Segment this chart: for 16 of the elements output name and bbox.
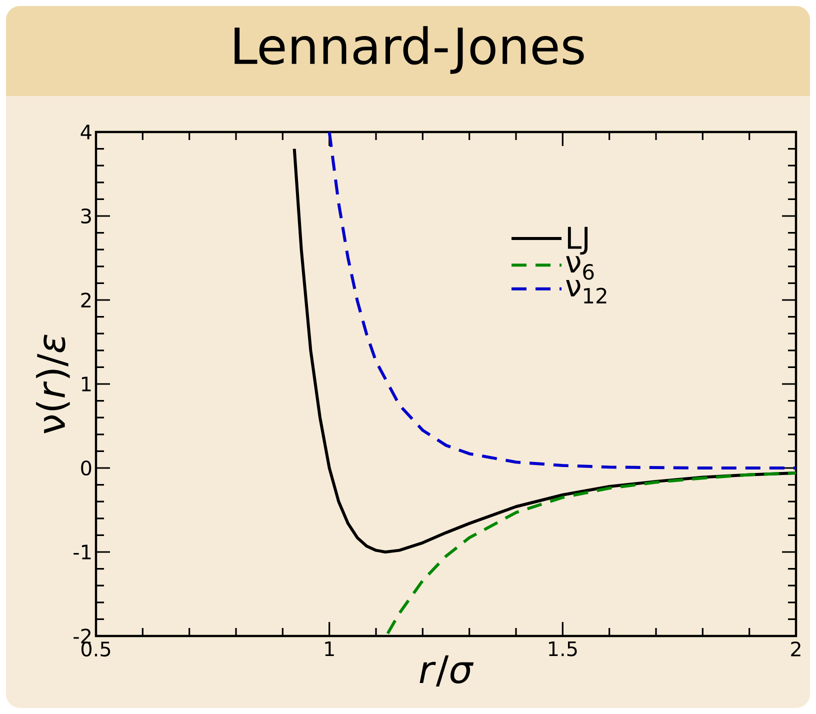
x-tick-label: 1: [325, 642, 334, 656]
y-tick-label: 4: [80, 124, 92, 140]
y-tick-label: 3: [81, 208, 91, 224]
x-tick-label: 2: [791, 642, 800, 656]
y-axis-title: ν(r)/ε: [36, 334, 70, 434]
x-tick-label: 0.5: [81, 642, 110, 657]
chart-title: Lennard-Jones: [234, 26, 584, 74]
legend-label: LJ: [568, 226, 588, 255]
y-tick-label: -1: [74, 544, 91, 560]
y-tick-label: 0: [81, 460, 92, 476]
x-axis-title: r/σ: [420, 655, 474, 687]
legend-label: ν$_{12}$: [566, 280, 606, 304]
legend-label: ν$_{6}$: [566, 256, 594, 280]
x-tick-label: 1.5: [549, 642, 577, 656]
y-tick-label: 2: [81, 292, 90, 308]
y-tick-label: 1: [82, 376, 91, 392]
